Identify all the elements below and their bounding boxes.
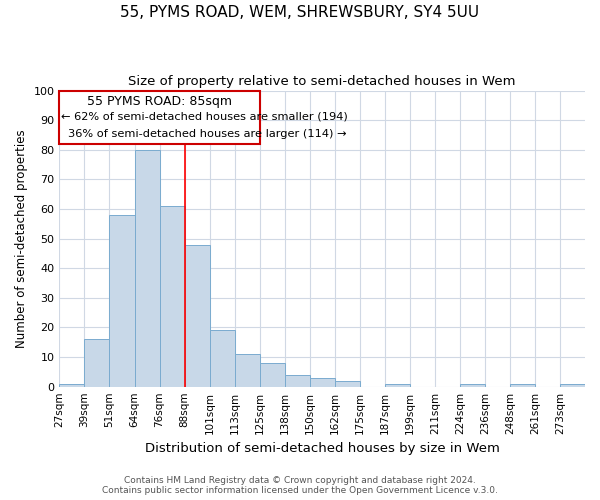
Text: ← 62% of semi-detached houses are smaller (194): ← 62% of semi-detached houses are smalle… xyxy=(61,112,347,122)
Text: 36% of semi-detached houses are larger (114) →: 36% of semi-detached houses are larger (… xyxy=(68,129,347,139)
Bar xyxy=(560,384,585,386)
Text: Contains HM Land Registry data © Crown copyright and database right 2024.
Contai: Contains HM Land Registry data © Crown c… xyxy=(102,476,498,495)
Bar xyxy=(284,375,310,386)
Bar xyxy=(109,215,134,386)
Bar xyxy=(510,384,535,386)
Title: Size of property relative to semi-detached houses in Wem: Size of property relative to semi-detach… xyxy=(128,75,516,88)
Bar xyxy=(134,150,160,386)
Bar xyxy=(85,340,109,386)
Bar xyxy=(335,381,360,386)
Y-axis label: Number of semi-detached properties: Number of semi-detached properties xyxy=(15,130,28,348)
Text: 55 PYMS ROAD: 85sqm: 55 PYMS ROAD: 85sqm xyxy=(87,95,232,108)
Bar xyxy=(160,206,185,386)
Bar xyxy=(59,384,85,386)
Bar xyxy=(385,384,410,386)
Bar xyxy=(310,378,335,386)
Bar xyxy=(260,363,284,386)
Bar xyxy=(460,384,485,386)
X-axis label: Distribution of semi-detached houses by size in Wem: Distribution of semi-detached houses by … xyxy=(145,442,500,455)
Bar xyxy=(209,330,235,386)
FancyBboxPatch shape xyxy=(59,90,260,144)
Text: 55, PYMS ROAD, WEM, SHREWSBURY, SY4 5UU: 55, PYMS ROAD, WEM, SHREWSBURY, SY4 5UU xyxy=(121,5,479,20)
Bar xyxy=(235,354,260,386)
Bar xyxy=(185,244,209,386)
